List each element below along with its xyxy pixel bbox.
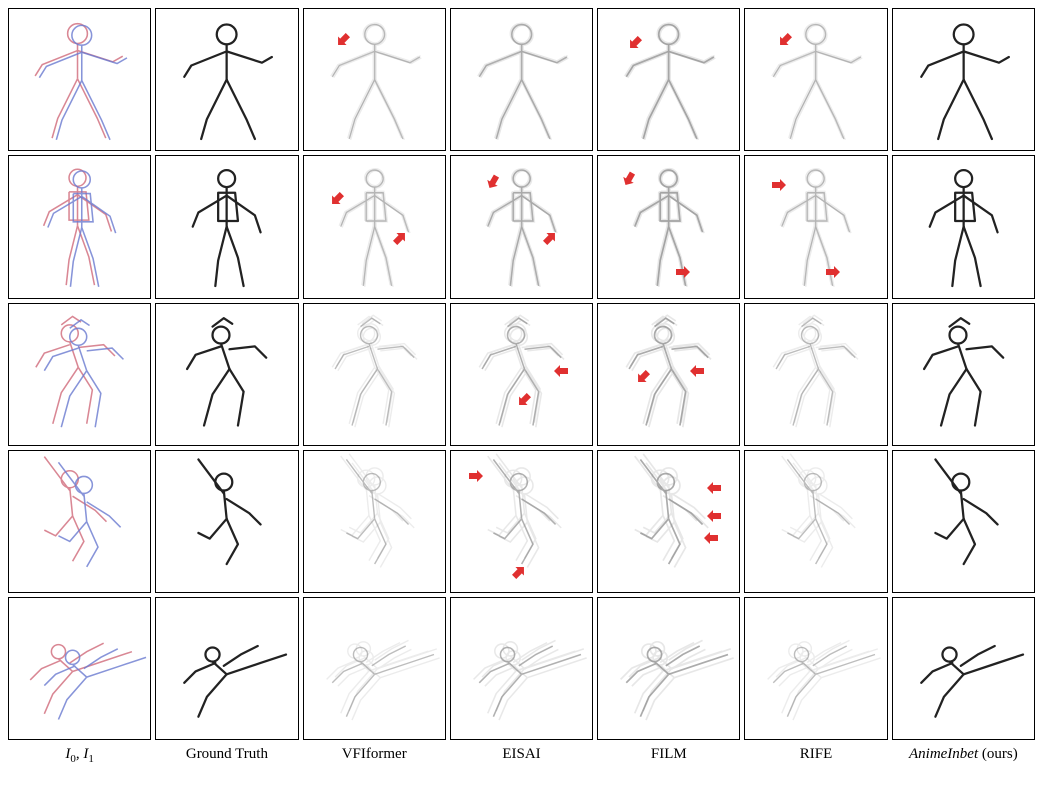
- cell-r1-c4: [597, 155, 740, 298]
- cell-r3-c1: [155, 450, 298, 593]
- cell-r1-c3: [450, 155, 593, 298]
- cell-r0-c1: [155, 8, 298, 151]
- cell-r1-c0: [8, 155, 151, 298]
- cell-r0-c3: [450, 8, 593, 151]
- cell-r1-c2: [303, 155, 446, 298]
- cell-r0-c5: [744, 8, 887, 151]
- cell-r4-c4: [597, 597, 740, 740]
- cell-r2-c6: [892, 303, 1035, 446]
- cell-r2-c0: [8, 303, 151, 446]
- cell-r1-c6: [892, 155, 1035, 298]
- cell-r1-c5: [744, 155, 887, 298]
- cell-r3-c4: [597, 450, 740, 593]
- cell-r2-c2: [303, 303, 446, 446]
- cell-r1-c1: [155, 155, 298, 298]
- cell-r0-c6: [892, 8, 1035, 151]
- cell-r3-c0: [8, 450, 151, 593]
- column-label-gt: Ground Truth: [155, 746, 298, 765]
- column-label-input: I0, I1: [8, 746, 151, 765]
- column-label-eisai: EISAI: [450, 746, 593, 765]
- cell-r4-c2: [303, 597, 446, 740]
- cell-r4-c1: [155, 597, 298, 740]
- cell-r4-c0: [8, 597, 151, 740]
- cell-r2-c3: [450, 303, 593, 446]
- column-label-vfiformer: VFIformer: [303, 746, 446, 765]
- cell-r3-c3: [450, 450, 593, 593]
- cell-r2-c1: [155, 303, 298, 446]
- cell-r3-c6: [892, 450, 1035, 593]
- cell-r0-c2: [303, 8, 446, 151]
- cell-r3-c2: [303, 450, 446, 593]
- cell-r2-c4: [597, 303, 740, 446]
- cell-r3-c5: [744, 450, 887, 593]
- column-labels-row: I0, I1Ground Truth VFIformerEISAIFILMRIFE…: [8, 746, 1035, 765]
- cell-r2-c5: [744, 303, 887, 446]
- column-label-ours: AnimeInbet (ours): [892, 746, 1035, 765]
- cell-r4-c5: [744, 597, 887, 740]
- column-label-rife: RIFE: [744, 746, 887, 765]
- cell-r4-c3: [450, 597, 593, 740]
- comparison-grid: [8, 8, 1035, 740]
- cell-r0-c0: [8, 8, 151, 151]
- cell-r4-c6: [892, 597, 1035, 740]
- column-label-film: FILM: [597, 746, 740, 765]
- cell-r0-c4: [597, 8, 740, 151]
